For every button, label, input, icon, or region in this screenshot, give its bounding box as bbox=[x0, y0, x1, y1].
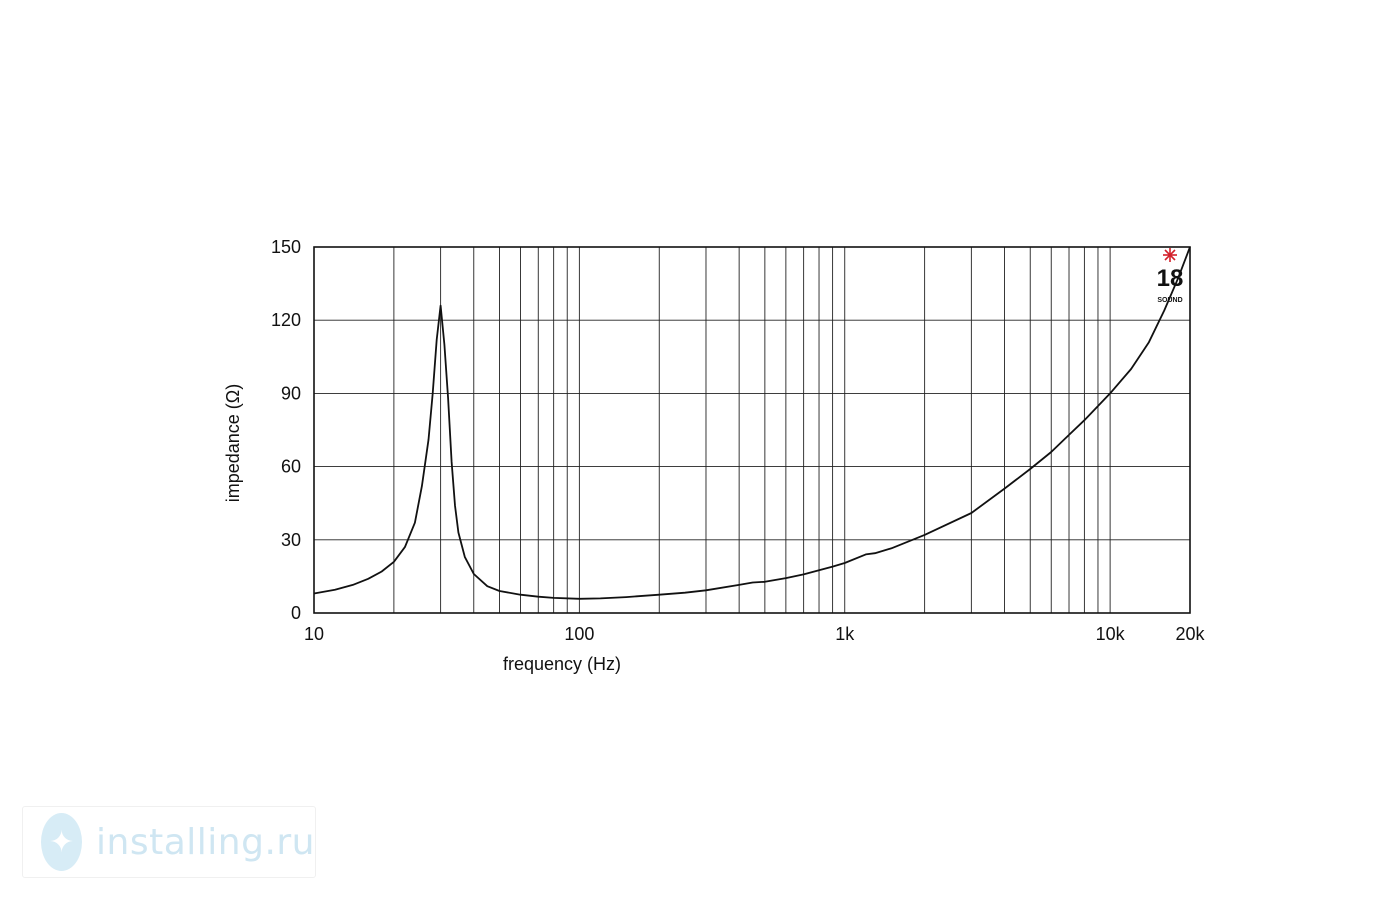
x-tick-label: 1k bbox=[835, 624, 855, 644]
brand-logo: 18 SOUND bbox=[1150, 248, 1190, 304]
logo-subtext: SOUND bbox=[1157, 297, 1182, 304]
plot-frame bbox=[313, 246, 1191, 614]
star-icon bbox=[1163, 248, 1177, 262]
y-axis-label: impedance (Ω) bbox=[223, 384, 243, 503]
x-tick-labels: 10 100 1k 10k 20k bbox=[304, 624, 1206, 644]
watermark-text: installing.ru bbox=[96, 821, 315, 863]
y-tick-label: 90 bbox=[281, 383, 301, 403]
grid bbox=[314, 247, 1190, 613]
x-tick-label: 10k bbox=[1096, 624, 1126, 644]
logo-number: 18 bbox=[1157, 265, 1184, 292]
site-watermark: ✦ installing.ru bbox=[22, 806, 316, 878]
y-tick-labels: 0 30 60 90 120 150 bbox=[271, 237, 301, 623]
x-tick-label: 20k bbox=[1175, 624, 1205, 644]
impedance-curve bbox=[313, 246, 1191, 600]
y-tick-label: 120 bbox=[271, 310, 301, 330]
x-axis-label: frequency (Hz) bbox=[503, 654, 621, 674]
watermark-badge-icon: ✦ bbox=[41, 813, 83, 871]
y-tick-label: 60 bbox=[281, 457, 301, 477]
y-tick-label: 30 bbox=[281, 530, 301, 550]
y-tick-label: 0 bbox=[291, 603, 301, 623]
y-tick-label: 150 bbox=[271, 237, 301, 257]
x-tick-label: 100 bbox=[564, 624, 594, 644]
x-tick-label: 10 bbox=[304, 624, 324, 644]
